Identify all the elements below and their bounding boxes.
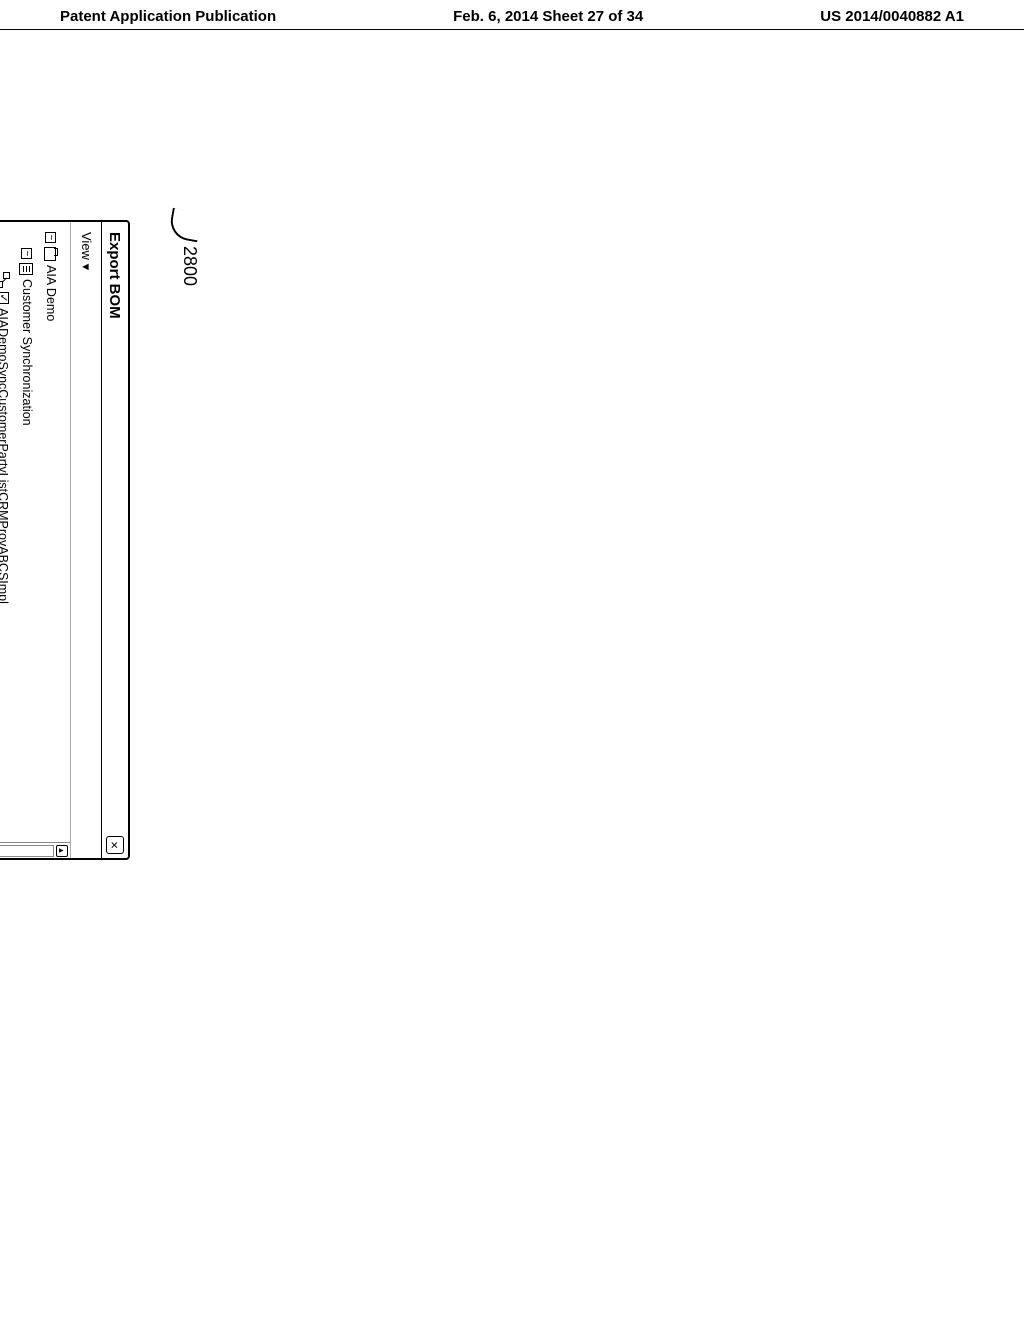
scroll-track[interactable]: [0, 845, 54, 857]
tree-root-label: AIA Demo: [38, 265, 62, 321]
scrollbar[interactable]: ▴ ▾: [0, 842, 70, 858]
toolbar: View: [70, 222, 101, 858]
header-left: Patent Application Publication: [60, 8, 276, 25]
page-header: Patent Application Publication Feb. 6, 2…: [0, 0, 1024, 30]
view-menu[interactable]: View: [79, 232, 94, 270]
header-center: Feb. 6, 2014 Sheet 27 of 34: [453, 8, 643, 25]
tree-group-label: Customer Synchronization: [15, 279, 39, 426]
tree-group[interactable]: − Customer Synchronization: [15, 232, 39, 836]
connector-icon: [0, 272, 10, 288]
scroll-thumb[interactable]: [0, 845, 54, 857]
figure-container: 2800 Export BOM × View −AIA Demo−Custome…: [0, 220, 130, 860]
page-icon: [19, 263, 33, 275]
header-right: US 2014/0040882 A1: [820, 8, 964, 25]
scroll-up-icon[interactable]: ▴: [56, 845, 68, 857]
expander-icon[interactable]: −: [45, 232, 56, 243]
tree-pane: −AIA Demo−Customer Synchronization✓AIADe…: [0, 222, 70, 842]
tree-item-label: AIADemoSyncCustomerPartyListCRMProvABCSI…: [0, 308, 15, 604]
tree-root[interactable]: − AIA Demo: [38, 232, 62, 836]
callout-2800: 2800: [170, 210, 200, 286]
titlebar: Export BOM ×: [101, 222, 128, 858]
expander-icon[interactable]: −: [21, 248, 32, 259]
close-icon[interactable]: ×: [106, 836, 124, 854]
dialog-title: Export BOM: [107, 232, 124, 319]
tree-item[interactable]: ✓ AIADemoSyncCustomerPartyListCRMProvABCS…: [0, 232, 15, 836]
export-bom-dialog: Export BOM × View −AIA Demo−Customer Syn…: [0, 220, 130, 860]
folder-icon: [44, 247, 56, 261]
checkbox[interactable]: ✓: [0, 292, 9, 304]
